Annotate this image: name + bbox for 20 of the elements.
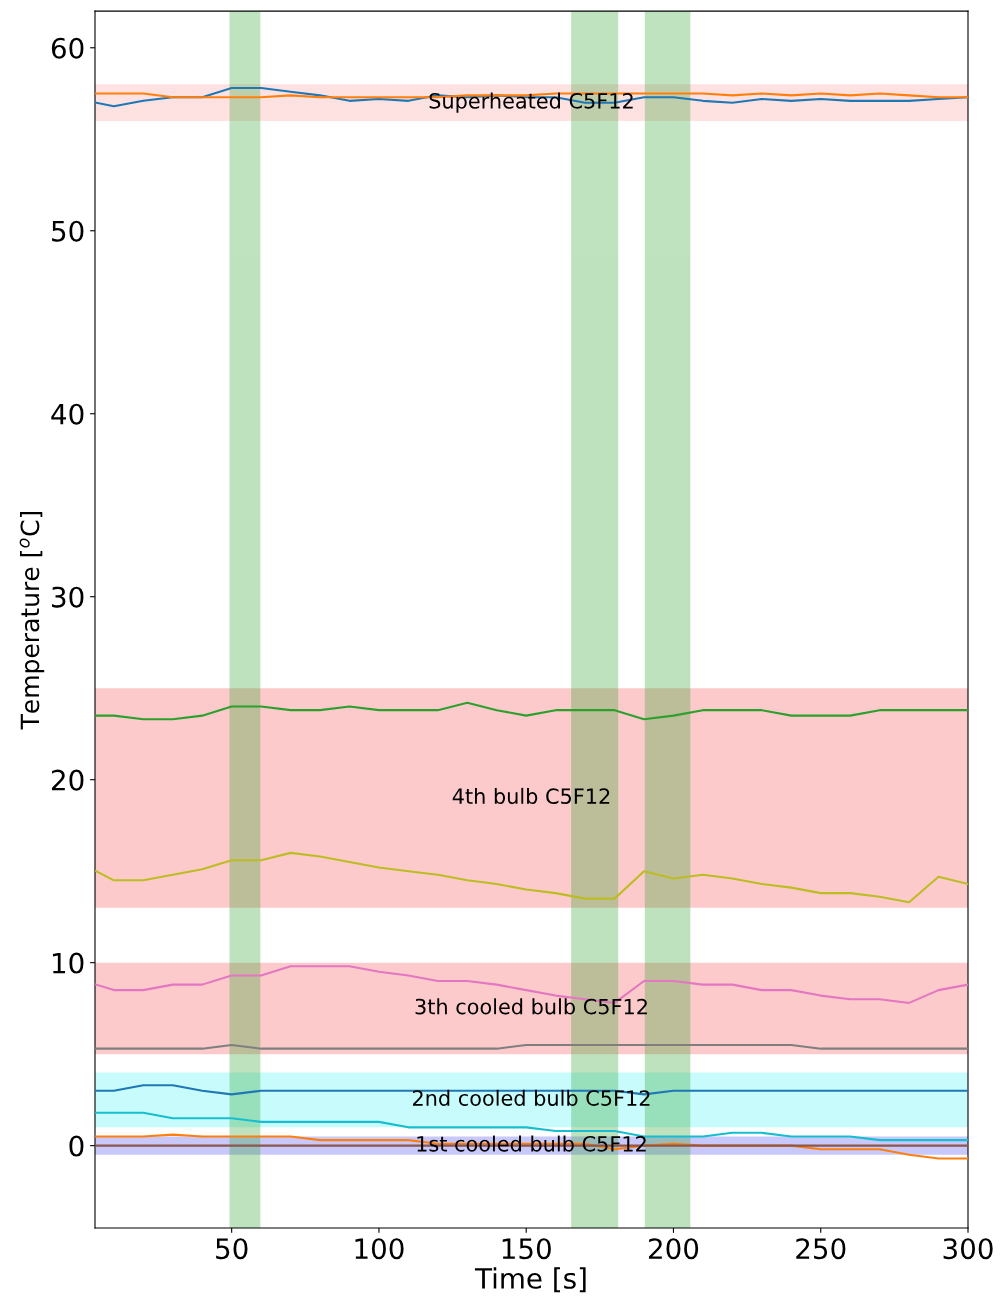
x-axis-title: Time [s]	[474, 1267, 586, 1293]
y-tick-label: 10	[52, 952, 84, 974]
x-tick-label: 200	[648, 1238, 699, 1260]
y-tick-label: 20	[51, 769, 84, 791]
x-tick-label: 300	[943, 1238, 993, 1260]
y-tick-label: 30	[52, 586, 84, 608]
y-tick-label: 60	[51, 37, 84, 59]
y-tick-label: 0	[69, 1135, 84, 1157]
y-axis-title: Temperature [$^{o}$C]	[19, 511, 45, 730]
y-tick-label: 40	[51, 403, 84, 425]
x-tick-label: 50	[216, 1238, 248, 1260]
band-label: 3th cooled bulb C5F12	[415, 998, 647, 1015]
y-tick-label: 50	[52, 220, 84, 242]
band-label: 2nd cooled bulb C5F12	[412, 1089, 650, 1106]
band-label: 4th bulb C5F12	[452, 787, 610, 805]
x-tick-label: 250	[796, 1238, 846, 1260]
line-series	[95, 851, 968, 904]
x-tick-label: 150	[502, 1238, 551, 1260]
x-tick-label: 100	[355, 1238, 404, 1260]
line-series	[95, 701, 968, 721]
